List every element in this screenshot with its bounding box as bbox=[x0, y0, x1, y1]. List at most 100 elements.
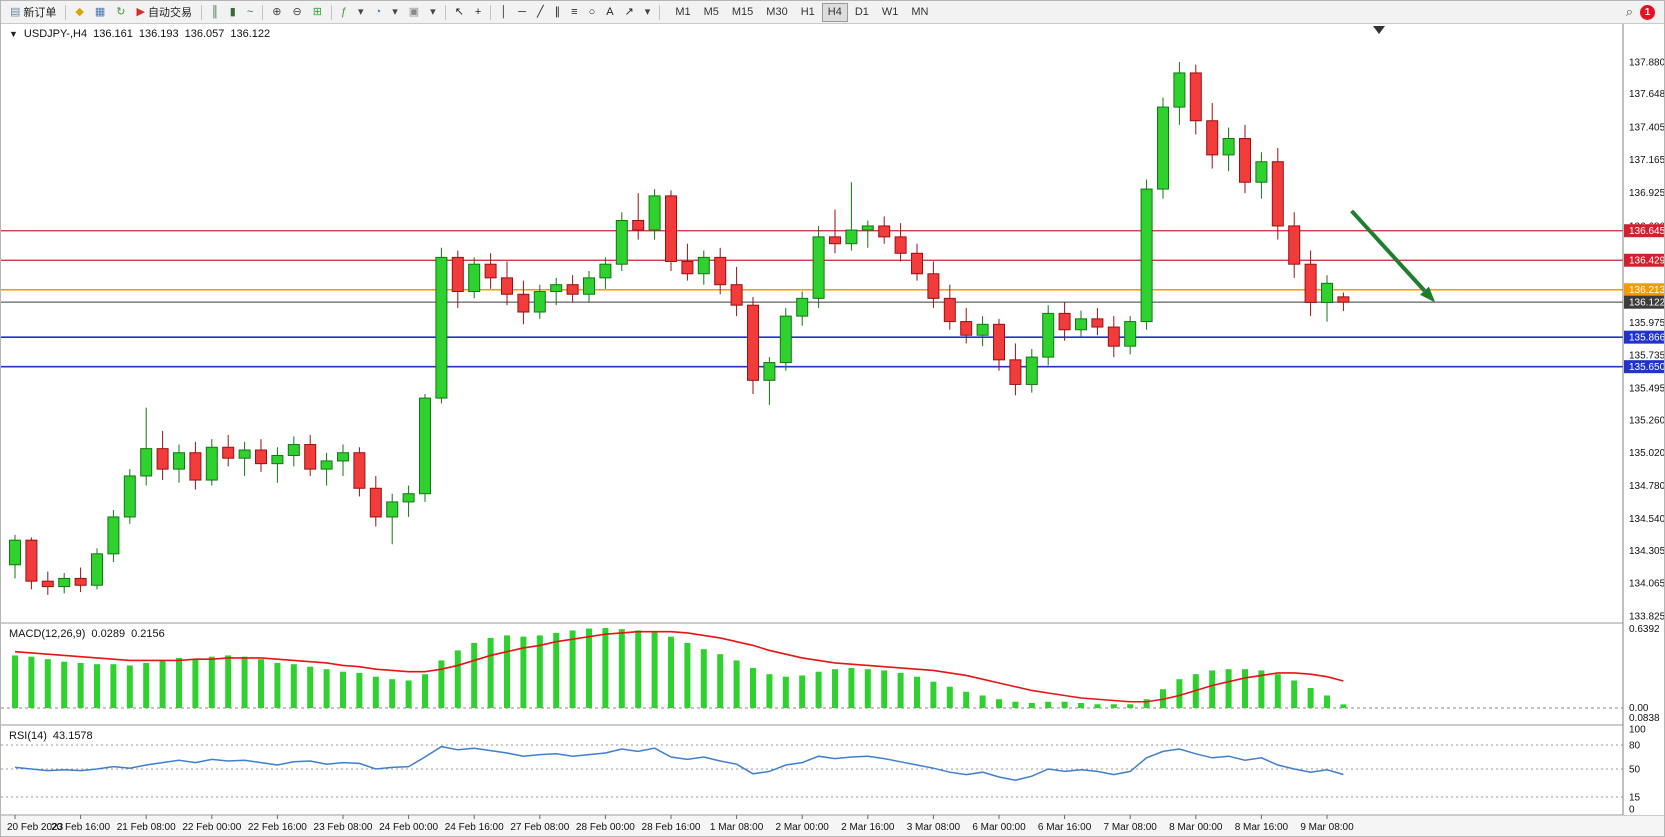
rsi-scale-label: 80 bbox=[1629, 741, 1641, 752]
price-badge-label: 136.122 bbox=[1629, 298, 1665, 309]
price-badge bbox=[1624, 295, 1664, 309]
candle bbox=[320, 460, 333, 470]
macd-bar bbox=[520, 636, 527, 708]
price-axis-label: 136.925 bbox=[1629, 188, 1665, 199]
time-axis-label: 9 Mar 08:00 bbox=[1300, 822, 1354, 833]
chart-shift-marker[interactable] bbox=[1373, 26, 1385, 34]
macd-bar bbox=[1291, 680, 1298, 708]
auto-trading-button[interactable]: ▶ 自动交易 bbox=[132, 3, 197, 22]
template-dropdown-icon[interactable]: ▾ bbox=[425, 3, 441, 22]
vertical-line-icon-glyph: │ bbox=[500, 5, 508, 18]
bar-chart-icon[interactable]: ║ bbox=[206, 3, 224, 22]
one-click-expander[interactable]: ▼ bbox=[9, 29, 18, 39]
candle bbox=[911, 252, 923, 275]
price-axis-label: 135.735 bbox=[1629, 351, 1665, 362]
time-axis-label: 27 Feb 08:00 bbox=[510, 822, 569, 833]
macd-bar bbox=[930, 681, 937, 708]
tile-windows-icon-glyph: ⊞ bbox=[312, 5, 322, 18]
zoom-in-icon[interactable]: ⊕ bbox=[267, 3, 286, 22]
market-watch-icon[interactable]: ▦ bbox=[90, 3, 110, 22]
trend-arrow[interactable] bbox=[1350, 209, 1426, 292]
candle bbox=[386, 501, 399, 518]
charts-icon-glyph: ◆ bbox=[75, 5, 84, 18]
macd-bar bbox=[1274, 674, 1281, 708]
candle bbox=[74, 577, 87, 586]
indicators-icon[interactable]: ƒ bbox=[336, 3, 352, 22]
macd-bar bbox=[405, 680, 412, 708]
indicators-dropdown-icon[interactable]: ▾ bbox=[353, 3, 369, 22]
macd-bar bbox=[832, 669, 838, 708]
chart-background[interactable] bbox=[1, 23, 1665, 837]
zoom-in-icon-glyph: ⊕ bbox=[272, 5, 282, 18]
macd-bar bbox=[815, 671, 822, 708]
timeframe-m1-button[interactable]: M1 bbox=[669, 3, 696, 22]
bar-chart-icon-glyph: ║ bbox=[210, 5, 219, 18]
channel-icon[interactable]: ∥ bbox=[550, 3, 566, 22]
candle bbox=[435, 256, 448, 399]
candlestick-chart-icon[interactable]: ▮ bbox=[225, 3, 241, 22]
candle bbox=[287, 444, 300, 456]
price-axis-label: 137.405 bbox=[1629, 122, 1665, 133]
timeframe-h4-button[interactable]: H4 bbox=[821, 2, 848, 22]
crosshair-icon[interactable]: + bbox=[470, 3, 486, 22]
cursor-icon[interactable]: ↖ bbox=[450, 3, 469, 22]
timeframe-d1-button[interactable]: D1 bbox=[849, 3, 875, 22]
timeframe-w1-button[interactable]: W1 bbox=[876, 3, 905, 22]
candle bbox=[173, 452, 185, 470]
horizontal-line-icon-glyph: ─ bbox=[518, 5, 527, 18]
search-icon[interactable]: ⌕ bbox=[1625, 4, 1633, 19]
macd-bar bbox=[782, 676, 789, 708]
timeframe-m15-button[interactable]: M15 bbox=[726, 3, 759, 22]
refresh-icon[interactable]: ↻ bbox=[111, 3, 130, 22]
fibonacci-icon[interactable]: ≡ bbox=[566, 3, 582, 22]
macd-bar bbox=[750, 667, 756, 708]
new-order-button[interactable]: ▤ 新订单 bbox=[5, 3, 61, 22]
timeframe-mn-button[interactable]: MN bbox=[905, 3, 934, 22]
toolbar-separator bbox=[262, 4, 264, 20]
candle bbox=[648, 195, 661, 231]
shapes-icon[interactable]: ○ bbox=[584, 3, 601, 22]
macd-bar bbox=[700, 649, 707, 708]
macd-bar bbox=[553, 632, 560, 708]
candle bbox=[1206, 120, 1219, 156]
time-axis-label: 20 Feb 16:00 bbox=[51, 822, 110, 833]
time-axis-label: 24 Feb 00:00 bbox=[379, 822, 438, 833]
period-icon[interactable]: ◔ bbox=[370, 3, 387, 22]
template-icon[interactable]: ▣ bbox=[404, 3, 424, 22]
price-axis[interactable] bbox=[1623, 23, 1665, 815]
charts-icon[interactable]: ◆ bbox=[70, 3, 88, 22]
candle bbox=[779, 315, 792, 364]
text-label-icon[interactable]: A bbox=[601, 3, 618, 22]
period-dropdown-icon[interactable]: ▾ bbox=[387, 3, 403, 22]
timeframe-h1-button[interactable]: H1 bbox=[795, 3, 821, 22]
candle bbox=[402, 493, 415, 503]
period-dropdown-icon-glyph: ▾ bbox=[392, 5, 398, 18]
candle bbox=[501, 277, 513, 295]
candle bbox=[1239, 138, 1251, 183]
macd-bar bbox=[126, 665, 133, 708]
trendline-icon[interactable]: ╱ bbox=[532, 3, 549, 22]
time-axis-label: 6 Mar 00:00 bbox=[972, 822, 1026, 833]
candle bbox=[878, 225, 891, 238]
macd-bar bbox=[635, 630, 642, 708]
market-watch-icon-glyph: ▦ bbox=[94, 5, 106, 18]
vertical-line-icon[interactable]: │ bbox=[495, 3, 512, 22]
arrows-tool-icon[interactable]: ↗ bbox=[620, 3, 639, 22]
arrows-dropdown-icon[interactable]: ▾ bbox=[640, 3, 656, 22]
line-chart-icon[interactable]: ~ bbox=[242, 3, 258, 22]
trend-arrow-head[interactable] bbox=[1420, 286, 1436, 303]
timeframe-m30-button[interactable]: M30 bbox=[760, 3, 793, 22]
tile-windows-icon[interactable]: ⊞ bbox=[308, 3, 327, 22]
price-axis-label: 135.260 bbox=[1629, 415, 1665, 426]
candle bbox=[451, 256, 464, 293]
macd-bar bbox=[208, 656, 215, 708]
template-icon-glyph: ▣ bbox=[408, 5, 420, 18]
macd-bar bbox=[438, 660, 445, 708]
crosshair-icon-glyph: + bbox=[474, 5, 482, 18]
zoom-out-icon[interactable]: ⊖ bbox=[287, 3, 306, 22]
time-axis[interactable] bbox=[1, 816, 1665, 837]
horizontal-line-icon[interactable]: ─ bbox=[513, 3, 531, 22]
notification-badge[interactable]: 1 bbox=[1640, 4, 1655, 20]
timeframe-m5-button[interactable]: M5 bbox=[698, 3, 725, 22]
